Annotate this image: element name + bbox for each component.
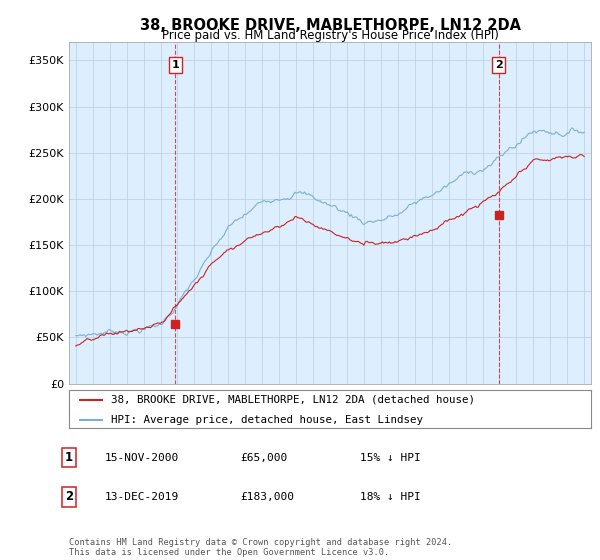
- Text: 38, BROOKE DRIVE, MABLETHORPE, LN12 2DA: 38, BROOKE DRIVE, MABLETHORPE, LN12 2DA: [139, 18, 521, 33]
- Text: 1: 1: [65, 451, 73, 464]
- Text: 13-DEC-2019: 13-DEC-2019: [105, 492, 179, 502]
- Text: £65,000: £65,000: [240, 452, 287, 463]
- Text: 18% ↓ HPI: 18% ↓ HPI: [360, 492, 421, 502]
- Text: 2: 2: [65, 490, 73, 503]
- Text: Contains HM Land Registry data © Crown copyright and database right 2024.
This d: Contains HM Land Registry data © Crown c…: [69, 538, 452, 557]
- Text: 1: 1: [172, 60, 179, 70]
- Text: £183,000: £183,000: [240, 492, 294, 502]
- Text: Price paid vs. HM Land Registry's House Price Index (HPI): Price paid vs. HM Land Registry's House …: [161, 29, 499, 42]
- Text: HPI: Average price, detached house, East Lindsey: HPI: Average price, detached house, East…: [111, 415, 423, 425]
- Text: 38, BROOKE DRIVE, MABLETHORPE, LN12 2DA (detached house): 38, BROOKE DRIVE, MABLETHORPE, LN12 2DA …: [111, 395, 475, 405]
- Text: 2: 2: [495, 60, 503, 70]
- Text: 15-NOV-2000: 15-NOV-2000: [105, 452, 179, 463]
- Text: 15% ↓ HPI: 15% ↓ HPI: [360, 452, 421, 463]
